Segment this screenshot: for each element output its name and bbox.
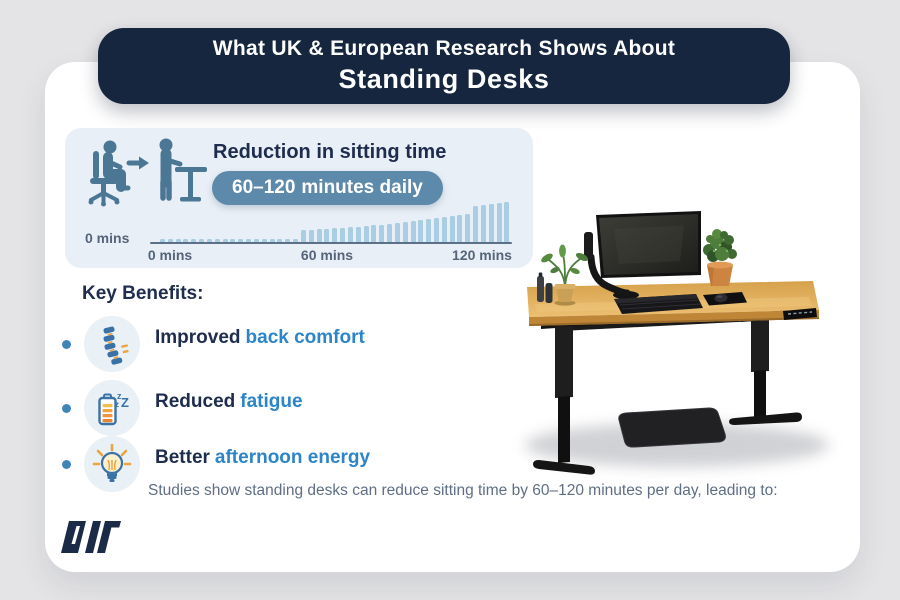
chart-bar [410,221,416,242]
chart-bar [402,222,408,242]
bar-chart [160,197,510,242]
chart-bar [363,226,369,242]
chart-bar [433,218,439,242]
chart-bar [496,203,502,242]
battery-sleep-icon: z z Z [84,380,140,436]
chart-bar [238,239,244,242]
chart-bar [269,239,275,242]
sitting-person-icon [88,140,131,207]
chart-bar [355,227,361,242]
chart-bar [504,202,510,242]
chart-bar [285,239,291,242]
chart-bar [261,239,267,242]
chart-bar [387,224,393,242]
title-line-1: What UK & European Research Shows About [212,37,676,60]
chart-bar [347,227,353,242]
arrow-right-icon [126,156,149,170]
left-plant [541,244,589,306]
chart-bar [230,239,236,242]
keyboard [614,294,703,314]
svg-text:Z: Z [121,395,129,410]
benefit-item-back-comfort: Improved back comfort [62,316,365,372]
panel-title: Reduction in sitting time [213,141,447,163]
tick-60: 60 mins [300,247,354,263]
chart-bar [418,220,424,242]
svg-text:z: z [117,391,122,401]
badge-units: minutes daily [301,177,423,198]
floor-shadow [525,423,829,467]
chart-bar [183,239,189,242]
bullet-icon [62,340,71,349]
standing-desk-illustration [525,211,829,475]
brand-logo [61,521,121,553]
chart-bar [441,217,447,242]
chart-bar [222,239,228,242]
tick-120: 120 mins [452,247,512,263]
chart-bar [480,205,486,242]
chart-bar [426,219,432,242]
benefit-text: Improved back comfort [155,327,365,348]
chart-bar [277,239,283,242]
sitting-time-panel: Reduction in sitting time 60–120 minutes … [65,128,533,268]
chart-bar [457,215,463,242]
mouse-and-pad [703,292,747,306]
desk-left-leg [533,318,595,475]
chart-bar [253,239,259,242]
chart-bar [371,225,377,242]
minutes-badge: 60–120 minutes daily [212,171,443,205]
chart-bar [340,228,346,242]
chart-bar [175,239,181,242]
chart-bar [465,214,471,242]
chart-bar [332,228,338,242]
badge-range: 60–120 [232,177,296,198]
chart-bar [246,239,252,242]
chart-bar [191,239,197,242]
right-plant [703,229,737,286]
footnote-text: Studies show standing desks can reduce s… [148,482,778,499]
chart-bar [160,239,165,242]
chart-bar [316,229,322,242]
chart-bar [199,239,205,242]
title-line-2: Standing Desks [338,64,550,94]
benefit-item-fatigue: z z Z Reduced fatigue [62,380,303,436]
chart-bar [449,216,455,242]
benefit-item-energy: Better afternoon energy [62,436,370,492]
svg-text:z: z [115,400,119,409]
chart-bar [379,225,385,242]
chart-bar [293,239,299,242]
chart-bar [206,239,212,242]
anti-fatigue-mat [618,407,726,448]
title-banner: What UK & European Research Shows About … [98,28,790,104]
benefits-heading: Key Benefits: [82,283,204,304]
benefit-text: Reduced fatigue [155,391,303,412]
chart-bar [324,229,330,242]
chart-bar [167,239,173,242]
bullet-icon [62,460,71,469]
x-axis-line [150,242,512,244]
chart-bar [488,204,494,242]
sit-to-stand-pictogram [88,138,207,207]
standing-person-desk-icon [159,138,207,202]
monitor-arm [584,232,639,299]
desk-right-leg [729,309,802,426]
chart-bar [308,230,314,242]
spine-icon [84,316,140,372]
axis-baseline-label: 0 mins [85,230,130,246]
chart-bar [473,206,479,242]
chart-bar [394,223,400,242]
lightbulb-icon [84,436,140,492]
chart-bar [214,239,220,242]
desk-accessory-bottles [537,272,553,303]
tick-0: 0 mins [147,247,193,263]
monitor [596,211,701,278]
benefit-text: Better afternoon energy [155,447,371,468]
height-control-panel [783,308,817,320]
chart-bar [300,230,306,242]
bullet-icon [62,404,71,413]
